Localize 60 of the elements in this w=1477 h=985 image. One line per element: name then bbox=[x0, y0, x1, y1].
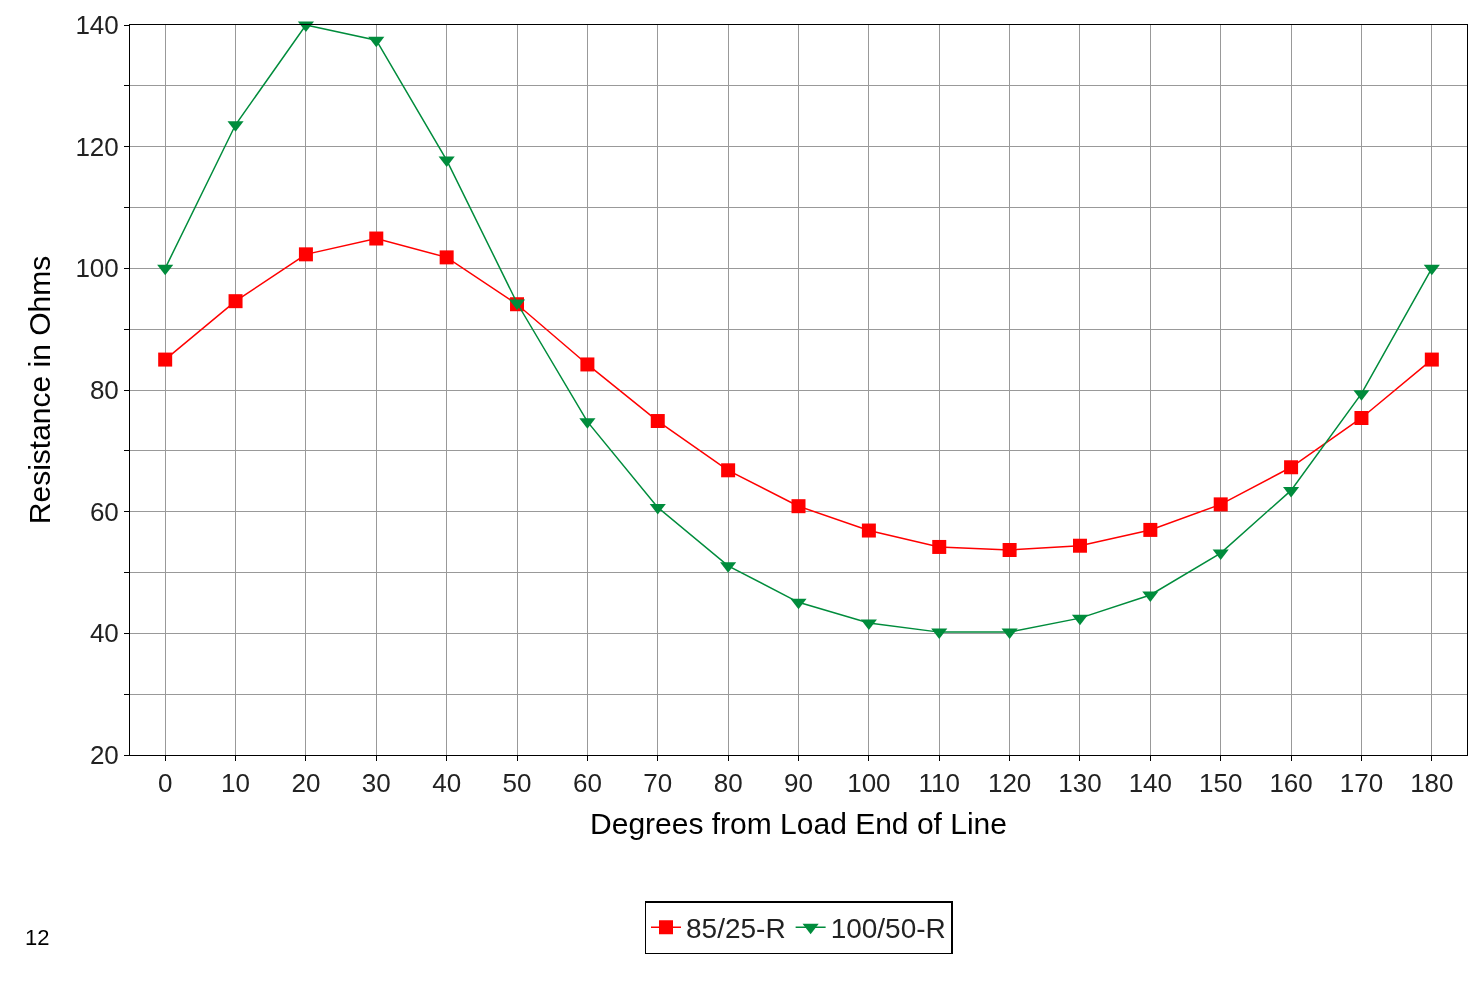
point bbox=[368, 36, 385, 48]
point bbox=[1212, 549, 1229, 561]
point bbox=[1072, 538, 1087, 553]
x-tick-label: 70 bbox=[643, 768, 673, 799]
x-tick-label: 30 bbox=[361, 768, 391, 799]
point bbox=[1354, 410, 1369, 425]
point bbox=[157, 264, 174, 276]
x-tick-label: 110 bbox=[918, 768, 960, 799]
point bbox=[1142, 591, 1159, 603]
point bbox=[438, 156, 455, 168]
x-tick-label: 100 bbox=[847, 768, 891, 799]
x-tick-label: 20 bbox=[291, 768, 321, 799]
point bbox=[931, 628, 948, 640]
x-tick-label: 60 bbox=[572, 768, 602, 799]
point bbox=[158, 352, 173, 367]
y-tick-label: 140 bbox=[75, 10, 119, 41]
y-axis-title: Resistance in Ohms bbox=[23, 255, 57, 525]
point bbox=[1423, 264, 1440, 276]
x-tick-label: 80 bbox=[713, 768, 743, 799]
x-tick-label: 180 bbox=[1410, 768, 1454, 799]
point bbox=[1284, 460, 1299, 475]
point bbox=[439, 250, 454, 265]
text: 12 bbox=[25, 925, 50, 950]
legend-label: 85/25-R bbox=[686, 913, 786, 945]
x-tick-label: 170 bbox=[1339, 768, 1384, 799]
x-tick-label: 10 bbox=[221, 768, 251, 799]
point bbox=[298, 247, 313, 262]
point bbox=[1213, 497, 1228, 512]
point bbox=[791, 499, 806, 514]
point bbox=[228, 294, 243, 309]
x-tick-label: 150 bbox=[1199, 768, 1243, 799]
point bbox=[1424, 352, 1439, 367]
y-tick-label: 120 bbox=[75, 131, 119, 162]
point bbox=[369, 231, 384, 246]
point bbox=[790, 598, 807, 610]
y-tick-label: 80 bbox=[89, 375, 119, 406]
point bbox=[580, 357, 595, 372]
x-tick-label: 40 bbox=[432, 768, 462, 799]
x-tick-label: 90 bbox=[784, 768, 813, 799]
point bbox=[650, 414, 665, 429]
x-tick-label: 0 bbox=[157, 768, 173, 799]
point bbox=[932, 539, 947, 554]
y-tick-label: 20 bbox=[89, 740, 119, 771]
y-tick-label: 100 bbox=[75, 253, 119, 284]
point bbox=[721, 463, 736, 478]
x-tick-label: 50 bbox=[502, 768, 532, 799]
x-tick-label: 160 bbox=[1269, 768, 1313, 799]
y-tick-label: 40 bbox=[89, 618, 119, 649]
point bbox=[1283, 486, 1300, 498]
x-tick-label: 120 bbox=[987, 768, 1032, 799]
point bbox=[649, 503, 666, 515]
point bbox=[1143, 522, 1158, 537]
y-tick-label: 60 bbox=[89, 496, 119, 527]
point bbox=[1002, 542, 1017, 557]
point bbox=[1001, 628, 1018, 640]
x-axis-title: Degrees from Load End of Line bbox=[590, 806, 1007, 840]
point bbox=[861, 523, 876, 538]
x-tick-label: 130 bbox=[1058, 768, 1102, 799]
legend-label: 100/50-R bbox=[830, 913, 946, 945]
x-tick-label: 140 bbox=[1128, 768, 1173, 799]
